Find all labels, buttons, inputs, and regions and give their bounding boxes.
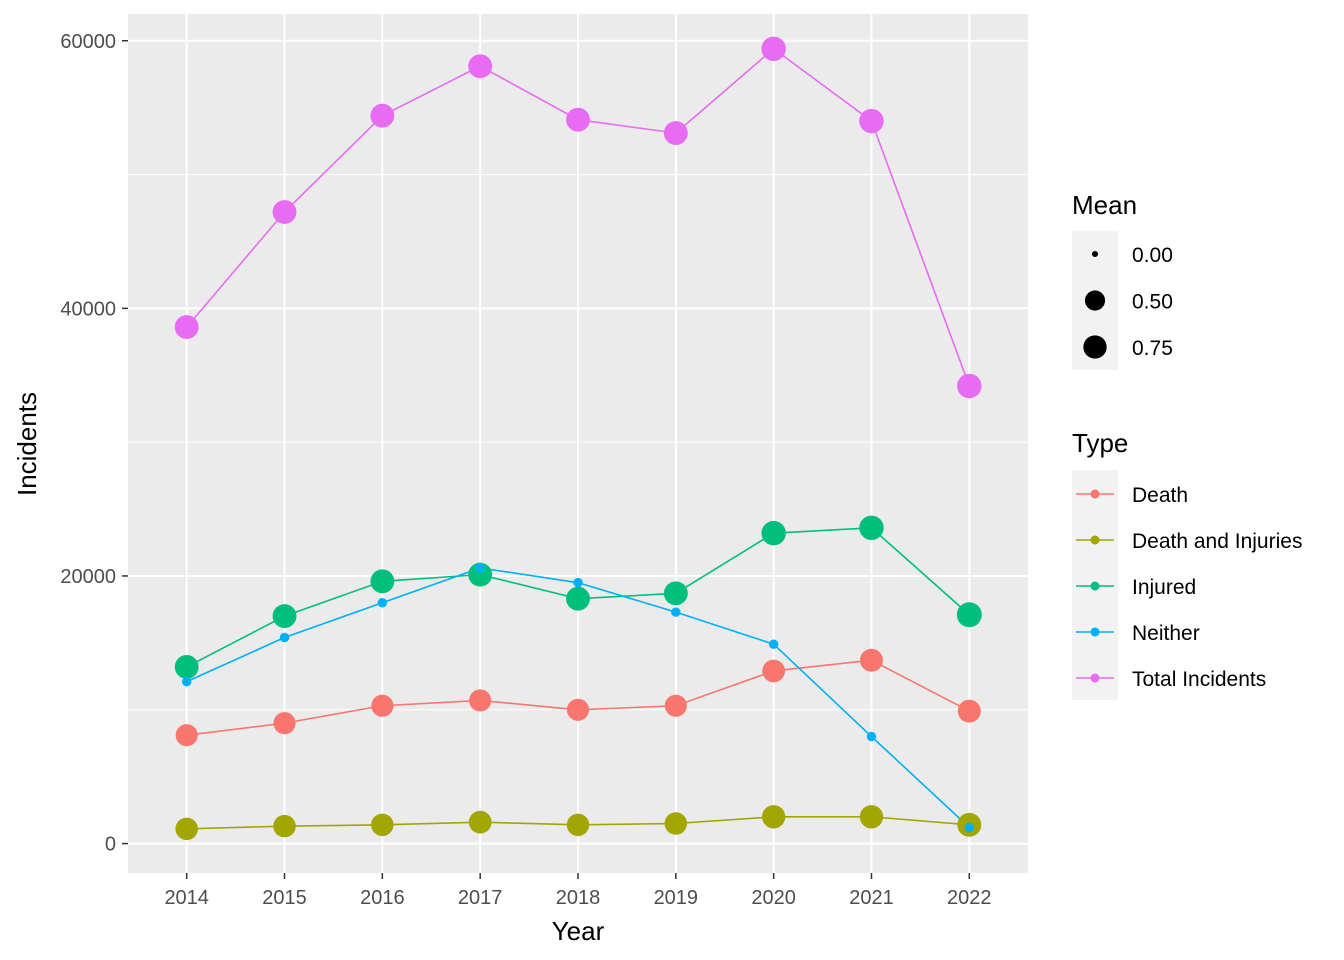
legend-type-title: Type	[1072, 428, 1128, 458]
data-point-injured	[859, 515, 884, 541]
data-point-neither	[671, 607, 681, 617]
data-point-total-incidents	[174, 315, 199, 340]
data-point-death	[469, 689, 492, 712]
major-gridlines	[128, 14, 1028, 873]
data-point-total-incidents	[370, 103, 395, 128]
data-point-death	[859, 648, 883, 672]
x-axis-title: Year	[552, 916, 605, 946]
data-point-injured	[468, 562, 493, 587]
data-point-death-and-injuries	[468, 810, 492, 834]
data-point-death	[273, 712, 296, 735]
legend-mean-key	[1084, 290, 1106, 311]
data-point-death-and-injuries	[371, 813, 394, 837]
legend-type-label: Death and Injuries	[1132, 530, 1302, 553]
legend-mean-label: 0.00	[1132, 244, 1173, 267]
legend-type-key-point	[1090, 673, 1100, 683]
data-point-death-and-injuries	[664, 812, 688, 835]
x-tick-label: 2015	[262, 887, 307, 909]
data-point-injured	[761, 520, 786, 546]
data-point-neither	[964, 822, 975, 833]
legend-mean: Mean 0.00 0.50 0.75	[1072, 190, 1173, 370]
x-tick-label: 2017	[458, 887, 503, 909]
data-point-neither	[573, 577, 583, 588]
data-point-neither	[866, 731, 877, 742]
y-tick-label: 20000	[60, 566, 116, 588]
data-point-total-incidents	[663, 121, 688, 146]
data-point-injured	[174, 655, 199, 679]
legend-mean-key	[1083, 335, 1107, 359]
y-axis-title: Incidents	[12, 392, 42, 496]
legend-type: Type Death Death and Injuries Injured Neith…	[1072, 428, 1302, 700]
data-point-neither	[377, 597, 388, 608]
data-point-neither	[768, 639, 779, 649]
data-point-death	[664, 694, 687, 717]
data-point-death	[175, 724, 198, 747]
data-point-death-and-injuries	[859, 805, 884, 829]
data-point-injured	[956, 602, 982, 628]
data-point-death	[762, 659, 786, 683]
data-point-total-incidents	[468, 54, 493, 79]
legend-type-label: Total Incidents	[1132, 668, 1266, 691]
x-tick-label: 2021	[849, 887, 894, 909]
legend-mean-title: Mean	[1072, 190, 1137, 220]
data-point-total-incidents	[761, 36, 786, 62]
x-axis-ticks: 2014 2015 2016 2017 2018 2019 2020 2021 2022	[164, 873, 992, 909]
legend-type-key-point	[1090, 489, 1100, 499]
data-point-neither	[279, 632, 290, 643]
y-tick-label: 60000	[60, 31, 116, 53]
data-point-death	[957, 699, 981, 723]
data-point-injured	[663, 581, 688, 606]
data-point-death-and-injuries	[566, 813, 590, 837]
legend-mean-label: 0.75	[1132, 337, 1173, 360]
data-point-total-incidents	[566, 107, 590, 132]
x-tick-label: 2022	[947, 887, 992, 909]
data-point-death-and-injuries	[273, 814, 296, 838]
legend-type-label: Death	[1132, 484, 1188, 507]
x-tick-label: 2019	[654, 887, 699, 909]
x-tick-label: 2016	[360, 887, 405, 909]
legend-mean-key	[1092, 251, 1098, 257]
legend-type-label: Neither	[1132, 622, 1200, 645]
data-point-neither	[181, 676, 192, 687]
data-point-death	[566, 698, 590, 721]
y-tick-label: 0	[105, 834, 116, 856]
legend-mean-label: 0.50	[1132, 291, 1173, 314]
y-axis-ticks: 0 20000 40000 60000	[60, 31, 128, 856]
y-tick-label: 40000	[60, 298, 116, 320]
series-points	[174, 36, 982, 841]
data-point-neither	[475, 563, 485, 573]
data-point-death-and-injuries	[175, 817, 198, 841]
legend-type-key-point	[1090, 581, 1100, 591]
data-point-total-incidents	[957, 373, 982, 399]
data-point-injured	[272, 604, 297, 629]
x-tick-label: 2020	[751, 887, 796, 909]
data-point-total-incidents	[272, 200, 297, 224]
legend-type-label: Injured	[1132, 576, 1196, 599]
data-point-injured	[370, 569, 395, 594]
x-tick-label: 2018	[556, 887, 601, 909]
data-point-death-and-injuries	[761, 805, 786, 829]
data-point-total-incidents	[859, 108, 884, 134]
data-point-death	[371, 694, 394, 717]
data-point-injured	[566, 586, 590, 611]
legend-type-key-point	[1090, 627, 1100, 637]
x-tick-label: 2014	[164, 887, 209, 909]
legend-type-key-point	[1090, 535, 1100, 545]
